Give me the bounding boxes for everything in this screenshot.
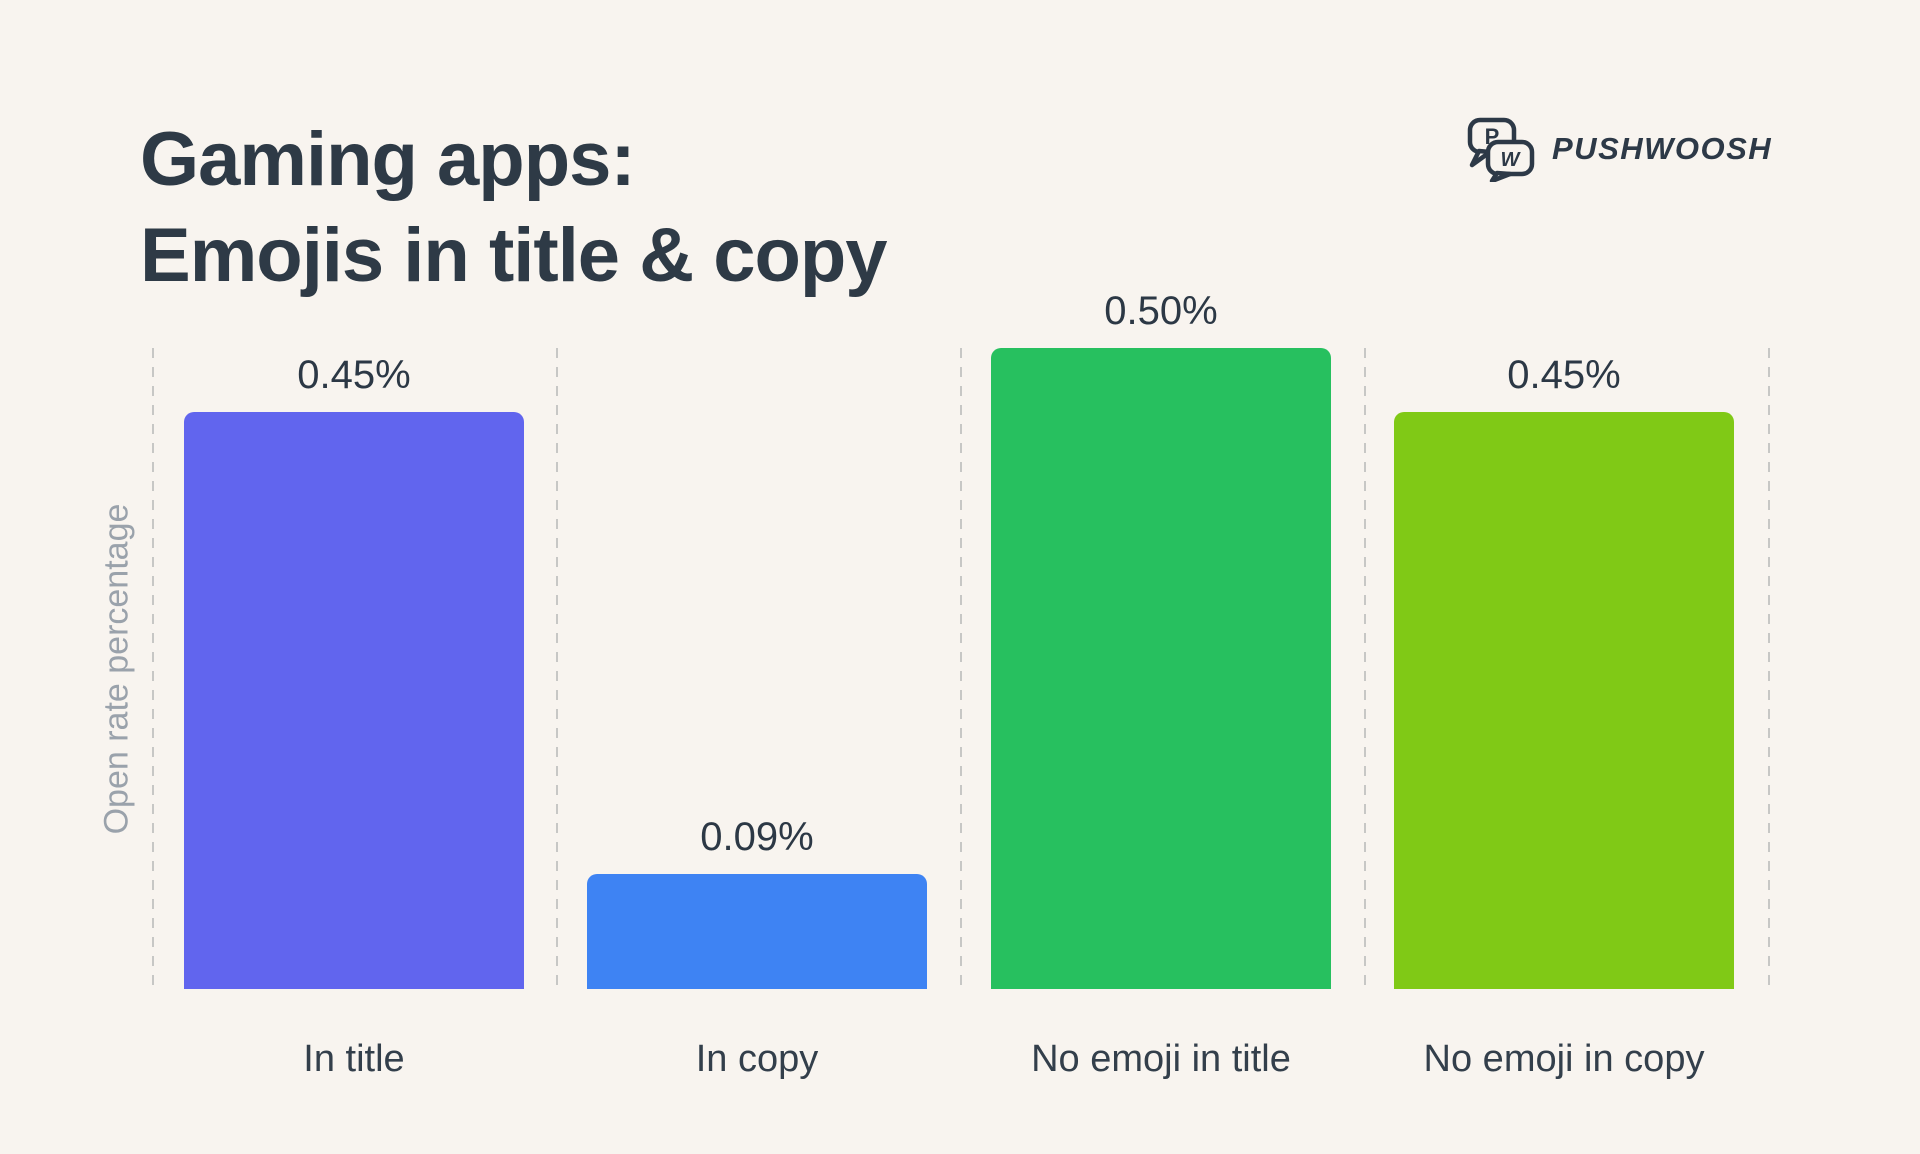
x-axis-label: In copy [695,1038,819,1080]
icon-letter-w: W [1501,149,1522,171]
page-title-line1: Gaming apps: [140,117,636,202]
dashed-separator-line [1768,348,1770,989]
page-title-line2: Emojis in title & copy [140,213,888,298]
brand-logo: P W PUSHWOOSH [1466,116,1772,182]
bar-value-label: 0.09% [700,815,814,859]
bar-value-label: 0.45% [1507,353,1621,397]
pushwoosh-bubbles-icon: P W [1467,117,1535,182]
plot-area: 0.45% In title 0.09% In copy 0.50% No emoji i… [0,289,1920,1080]
dashed-separator-line [960,348,962,989]
bar-no-emoji-in-title [991,348,1331,989]
x-axis-label: No emoji in title [1031,1038,1291,1080]
dashed-separator-line [1364,348,1366,989]
x-axis-label: No emoji in copy [1423,1038,1705,1080]
bar-value-label: 0.50% [1104,289,1218,333]
page-title: Gaming apps: Emojis in title & copy [140,112,888,304]
bar-in-copy [587,874,927,989]
bar-no-emoji-in-copy [1394,412,1734,989]
dashed-separator-line [152,348,154,989]
x-axis-label: In title [303,1038,405,1080]
bar-in-title [184,412,524,989]
bar-value-label: 0.45% [297,353,411,397]
dashed-separator-line [556,348,558,989]
brand-name: PUSHWOOSH [1552,131,1773,166]
